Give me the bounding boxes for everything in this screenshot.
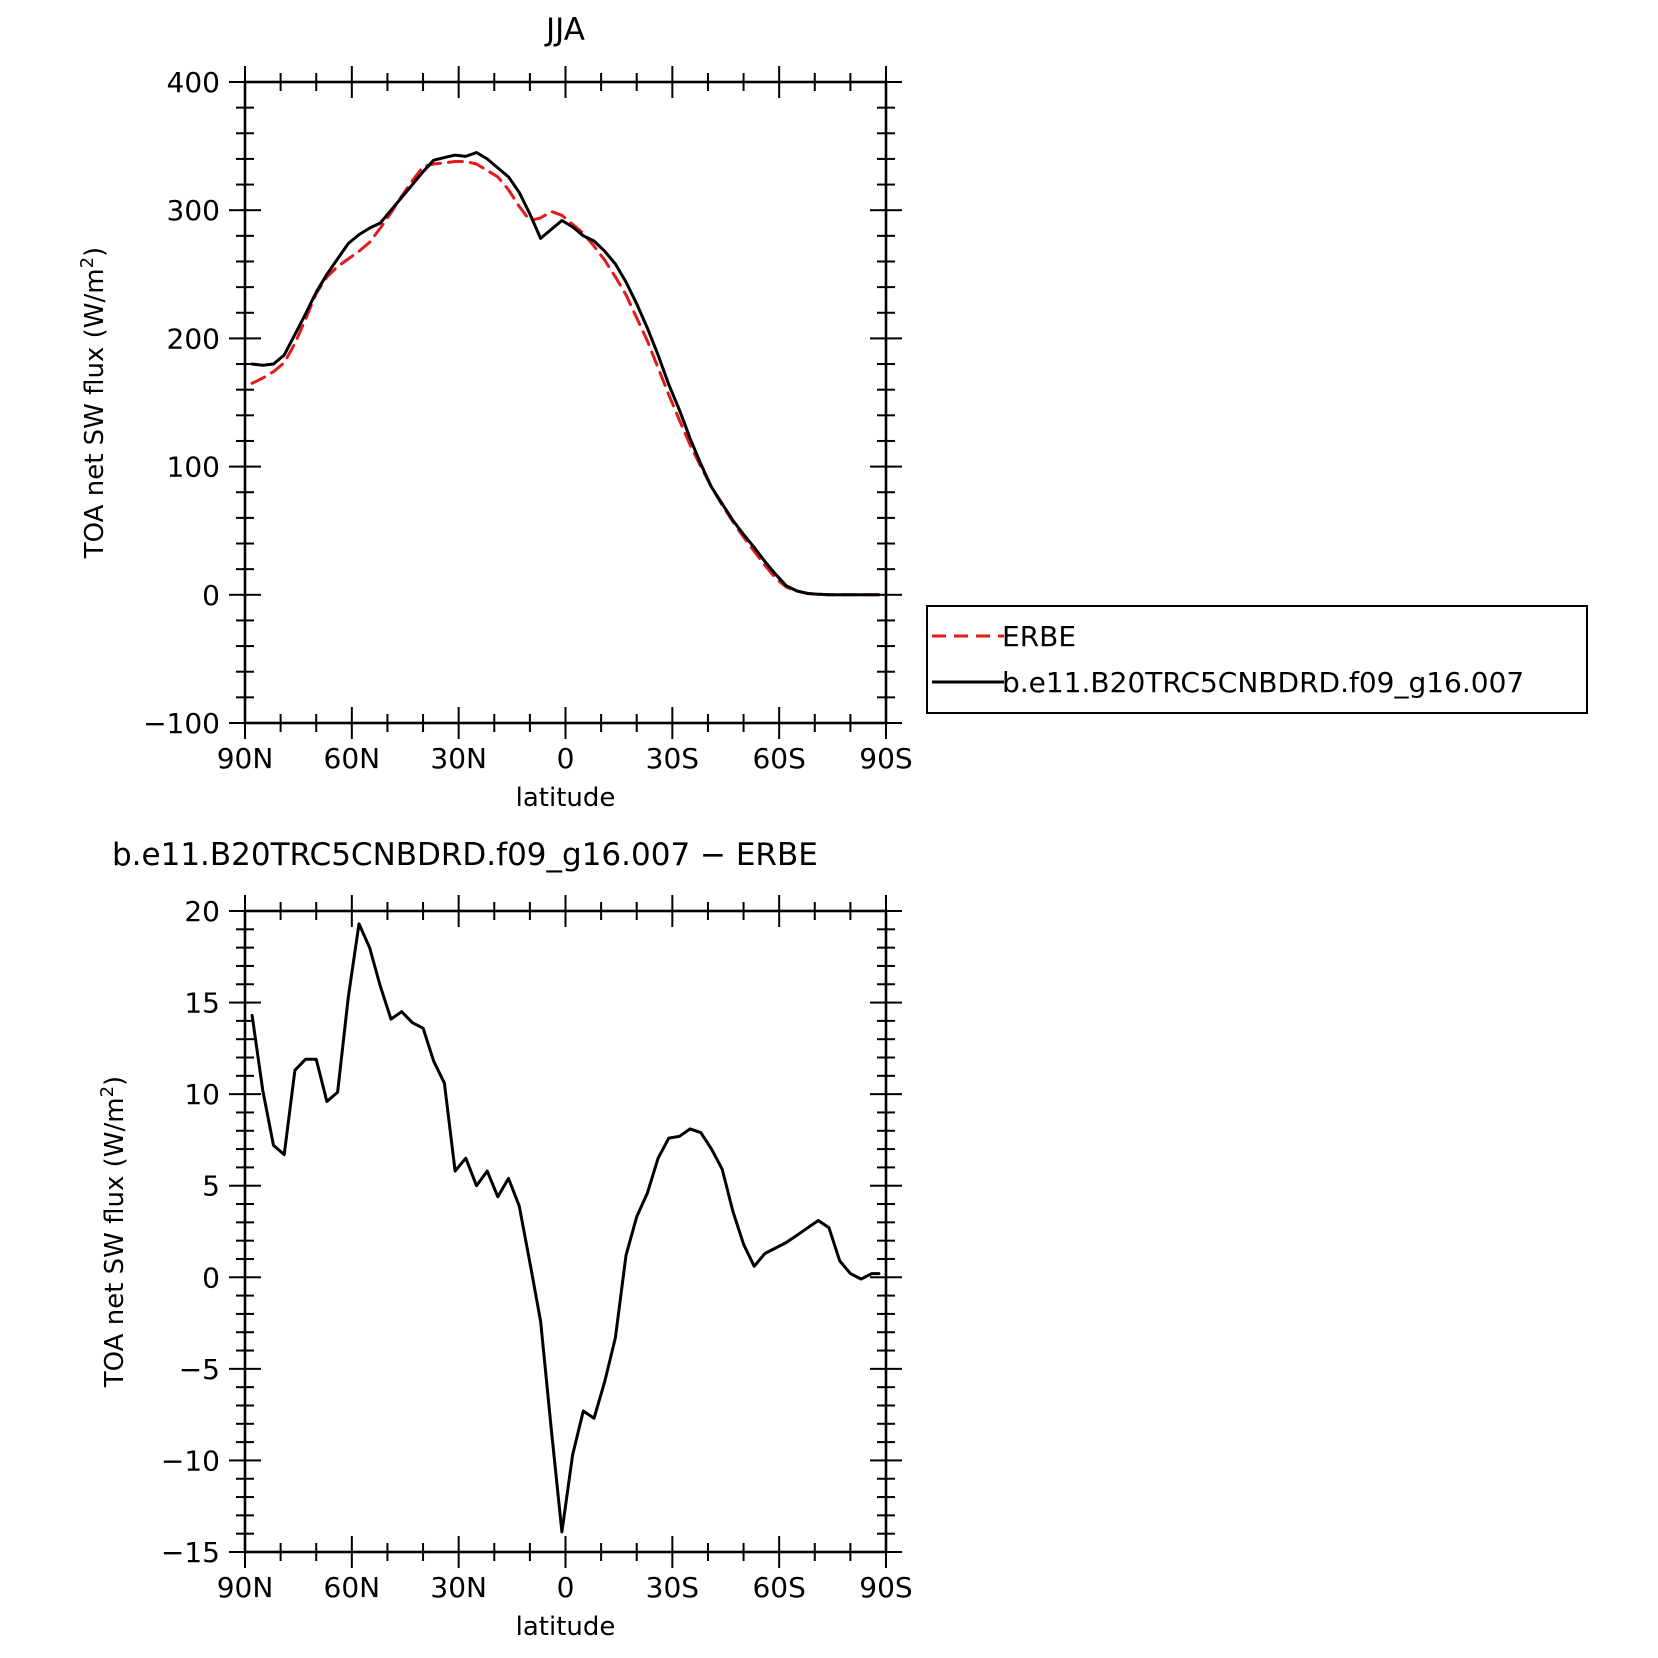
erbe-series-line — [250, 160, 881, 597]
legend-box — [926, 605, 1588, 714]
x-tick-label: 0 — [557, 1571, 575, 1604]
x-tick-label: 90S — [859, 742, 912, 775]
y-tick-label: 5 — [202, 1170, 220, 1203]
x-tick-label: 30N — [430, 742, 487, 775]
difference-series-line — [250, 922, 881, 1534]
y-tick-label: −5 — [179, 1353, 220, 1386]
y-tick-label: 300 — [167, 194, 220, 227]
x-axis-title: latitude — [516, 783, 616, 813]
x-tick-label: 60S — [752, 1571, 805, 1604]
x-tick-label: 30S — [646, 742, 699, 775]
y-axis-title-main: TOA net SW flux (W/m — [100, 1097, 130, 1388]
y-tick-label: 100 — [167, 451, 220, 484]
y-axis-title: TOA net SW flux (W/m2) — [77, 247, 110, 559]
bottom-panel-difference: 90N 60N 30N 0 30S 60S 90S 20 15 10 5 0 −5 −10 −15 latit… — [97, 837, 913, 1642]
y-tick-label: −15 — [161, 1536, 220, 1569]
top-panel-jja: 90N 60N 30N 0 30S 60S 90S 400 300 200 100 0 −100 lati… — [77, 12, 913, 813]
y-axis-title-superscript: 2 — [77, 257, 98, 268]
x-axis-title: latitude — [516, 1612, 616, 1642]
y-tick-label: 0 — [202, 1261, 220, 1294]
y-axis-title-close: ) — [80, 247, 110, 257]
x-tick-label: 30N — [430, 1571, 487, 1604]
x-tick-label: 0 — [557, 742, 575, 775]
legend-label: b.e11.B20TRC5CNBDRD.f09_g16.007 — [1002, 666, 1524, 699]
plot-frame — [243, 80, 888, 725]
x-tick-label: 90S — [859, 1571, 912, 1604]
x-tick-label: 60N — [324, 742, 381, 775]
y-axis-title-superscript: 2 — [97, 1086, 118, 1097]
y-axis-title-main: TOA net SW flux (W/m — [80, 268, 110, 559]
y-tick-label: 400 — [167, 66, 220, 99]
y-tick-label: 15 — [184, 987, 220, 1020]
plot-frame — [243, 909, 888, 1554]
legend: ERBE b.e11.B20TRC5CNBDRD.f09_g16.007 — [926, 605, 1588, 714]
b-e11-b20trc5cnbdrd-f09-g16-007-series-line — [250, 151, 881, 597]
y-tick-label: 200 — [167, 322, 220, 355]
x-tick-label: 90N — [217, 742, 274, 775]
legend-label: ERBE — [1002, 620, 1076, 653]
x-tick-label: 60S — [752, 742, 805, 775]
y-axis-title: TOA net SW flux (W/m2) — [97, 1076, 130, 1388]
x-tick-label: 30S — [646, 1571, 699, 1604]
y-tick-label: −100 — [143, 707, 220, 740]
x-tick-label: 60N — [324, 1571, 381, 1604]
x-tick-label: 90N — [217, 1571, 274, 1604]
y-axis-title-close: ) — [100, 1076, 130, 1086]
y-tick-label: −10 — [161, 1444, 220, 1477]
y-tick-label: 0 — [202, 579, 220, 612]
panel-title: JJA — [544, 12, 585, 48]
y-tick-label: 20 — [184, 895, 220, 928]
y-tick-label: 10 — [184, 1078, 220, 1111]
panel-title: b.e11.B20TRC5CNBDRD.f09_g16.007 − ERBE — [112, 837, 818, 873]
